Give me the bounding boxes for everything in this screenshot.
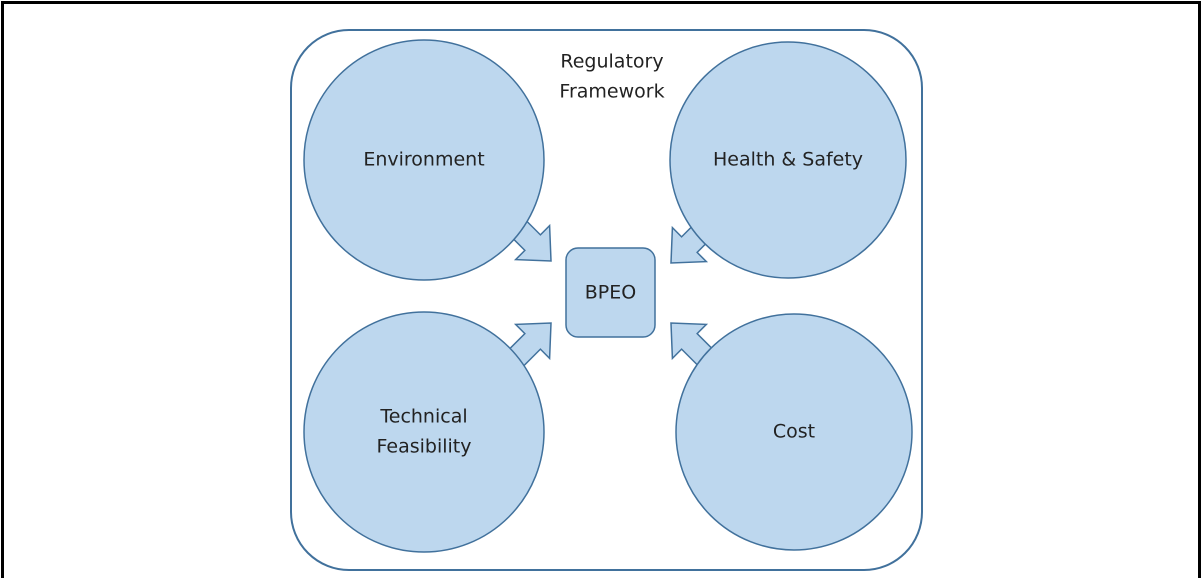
frame-label: Regulatory <box>560 51 663 73</box>
node-circle <box>303 39 545 281</box>
node-label: Feasibility <box>377 436 472 458</box>
center-box <box>565 247 656 338</box>
node-circle <box>669 41 907 279</box>
node-label: Cost <box>773 421 815 443</box>
node-label: Health & Safety <box>713 149 863 171</box>
node-label: Environment <box>363 149 484 171</box>
frame-label: Framework <box>559 81 664 103</box>
node-circle <box>303 311 545 553</box>
node-circle <box>675 313 913 551</box>
center-label: BPEO <box>585 282 636 304</box>
node-label: Technical <box>379 406 467 428</box>
